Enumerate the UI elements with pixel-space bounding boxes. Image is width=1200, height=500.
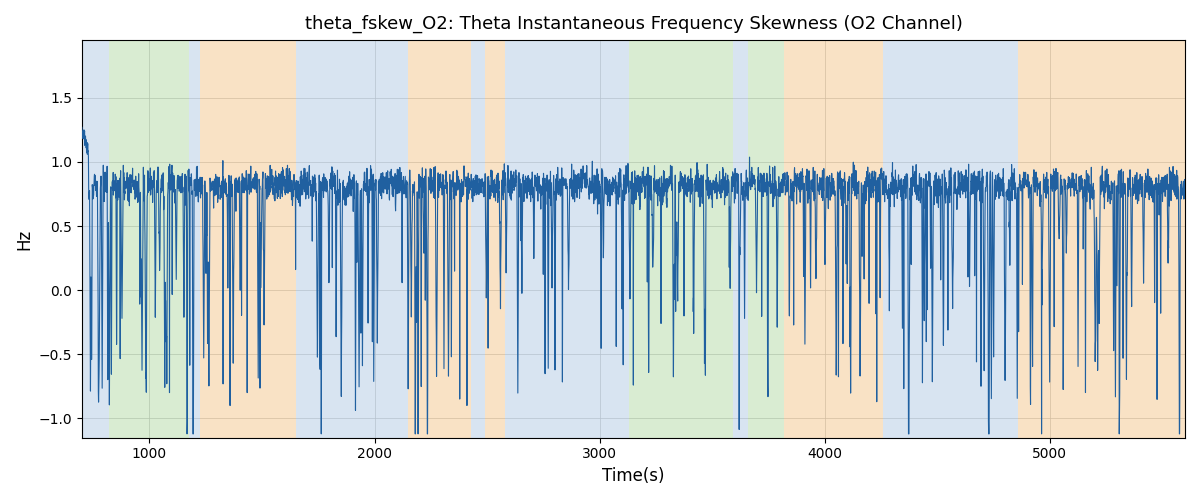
Bar [883, 40, 1019, 438]
Bar [749, 40, 785, 438]
Bar [1019, 40, 1076, 438]
Bar [611, 40, 629, 438]
X-axis label: Time(s): Time(s) [602, 467, 665, 485]
Bar [785, 40, 883, 438]
Bar [1076, 40, 1184, 438]
Bar [341, 40, 408, 438]
Title: theta_fskew_O2: Theta Instantaneous Frequency Skewness (O2 Channel): theta_fskew_O2: Theta Instantaneous Freq… [305, 15, 962, 34]
Bar [472, 40, 485, 438]
Y-axis label: Hz: Hz [14, 228, 32, 250]
Bar [200, 40, 295, 438]
Bar [82, 40, 109, 438]
Bar [505, 40, 611, 438]
Bar [109, 40, 188, 438]
Bar [188, 40, 200, 438]
Bar [485, 40, 505, 438]
Bar [732, 40, 749, 438]
Bar [629, 40, 732, 438]
Bar [295, 40, 341, 438]
Bar [408, 40, 472, 438]
